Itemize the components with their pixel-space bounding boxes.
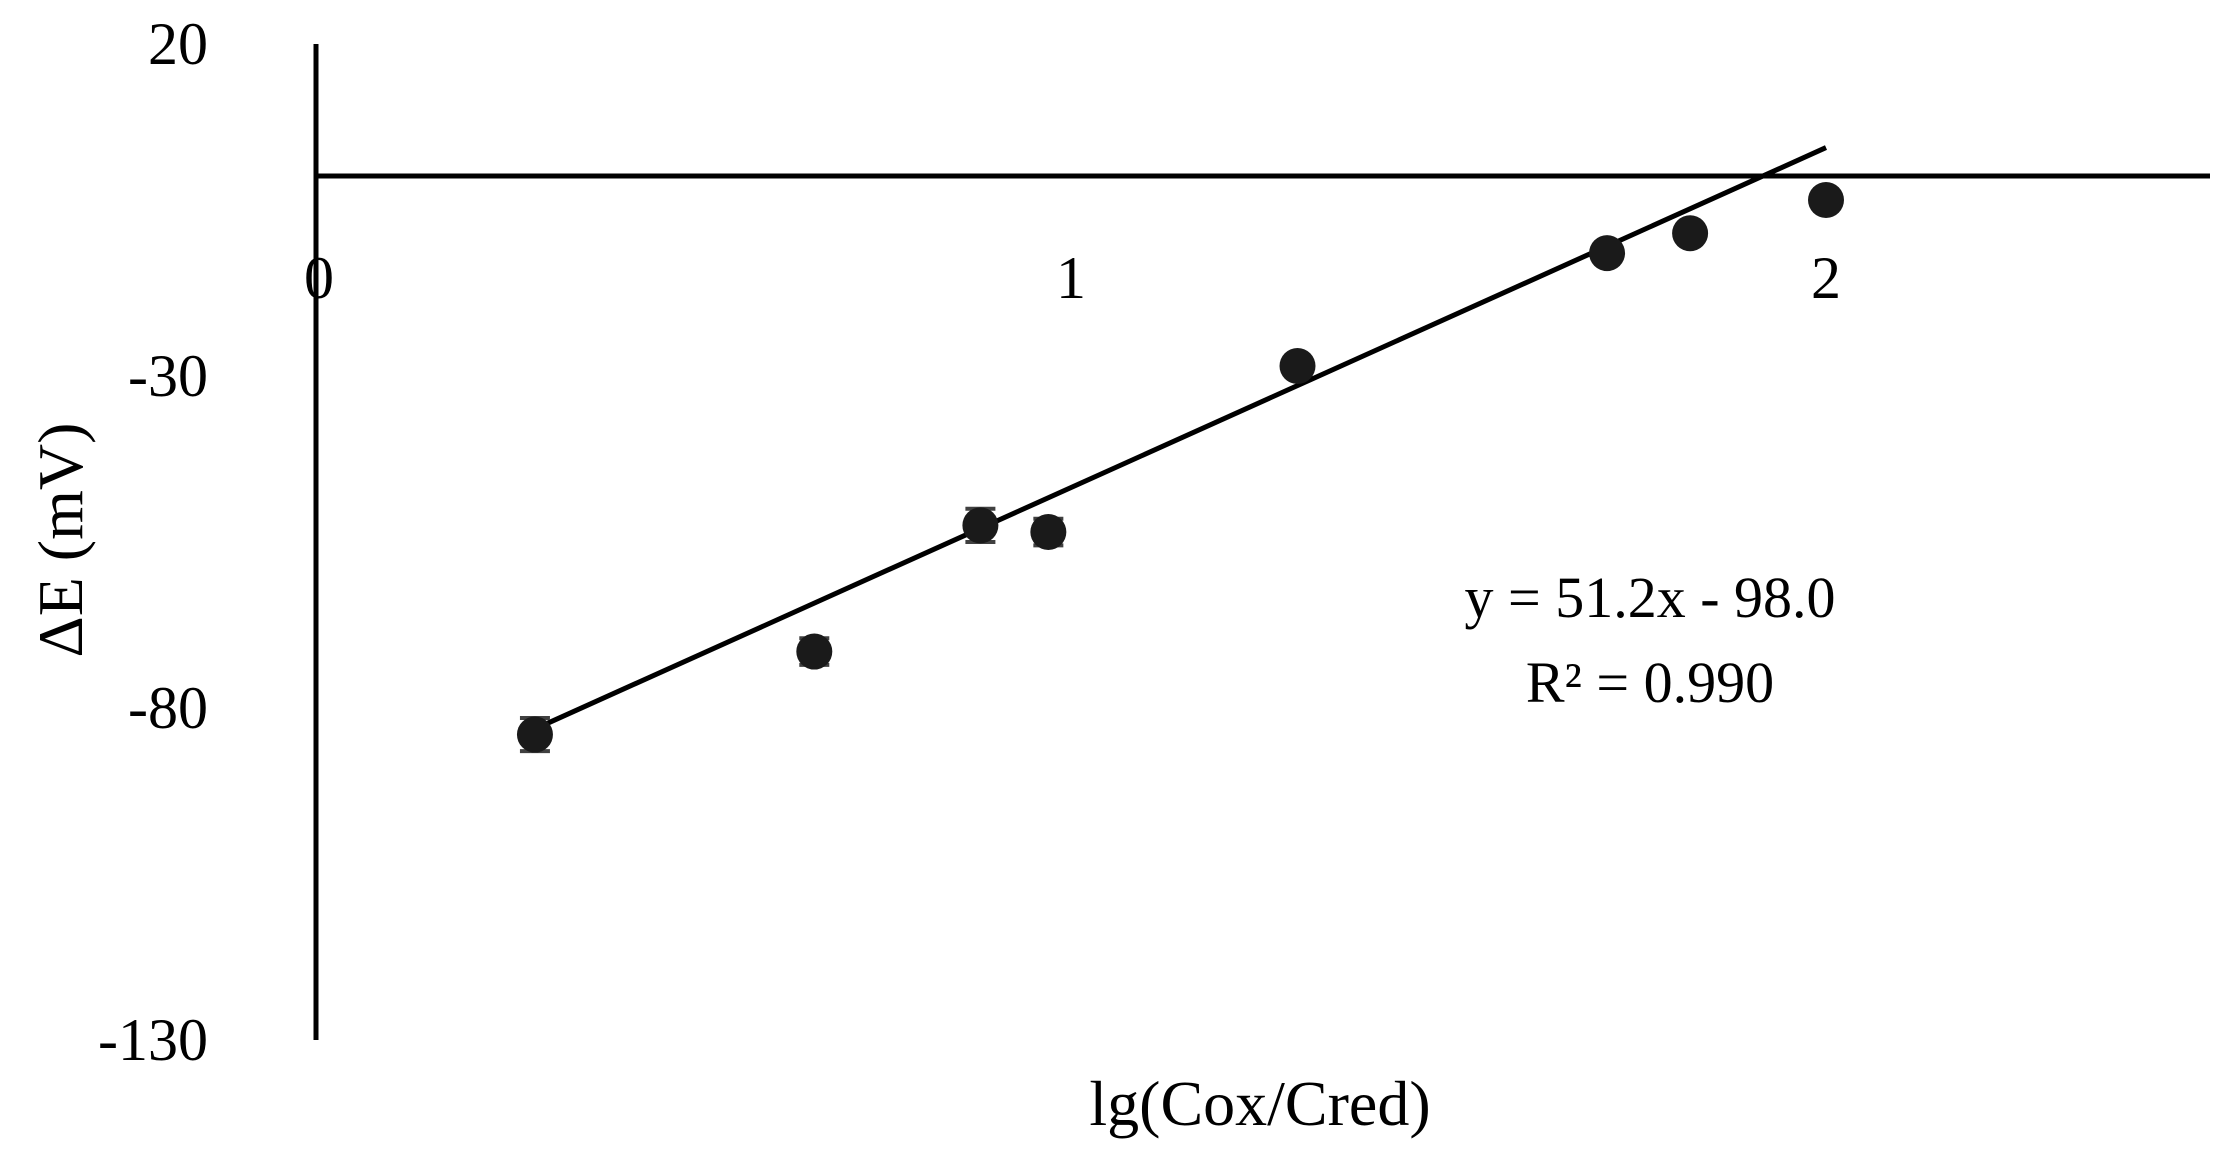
trendline <box>533 145 1828 732</box>
y-axis-title: ΔE (mV) <box>25 423 96 658</box>
data-point <box>1672 215 1709 252</box>
r-squared-label: R² = 0.990 <box>1526 650 1774 715</box>
data-point <box>516 716 553 753</box>
x-tick-label: 2 <box>1811 245 1841 311</box>
y-tick-label: -30 <box>128 343 208 409</box>
x-tick-labels: 0 1 2 <box>304 245 1841 311</box>
y-tick-labels: 20 -30 -80 -130 <box>98 11 208 1073</box>
data-point <box>962 507 999 544</box>
trendline-equation: y = 51.2x - 98.0 <box>1464 565 1835 630</box>
data-point <box>1589 235 1626 272</box>
data-point <box>796 633 833 670</box>
data-points <box>516 182 1844 754</box>
x-tick-label: 0 <box>304 245 334 311</box>
x-axis-title: lg(Cox/Cred) <box>1089 1068 1430 1139</box>
data-point <box>1279 348 1316 385</box>
y-tick-label: -80 <box>128 675 208 741</box>
y-tick-label: -130 <box>98 1007 208 1073</box>
y-tick-label: 20 <box>148 11 208 77</box>
data-point <box>1808 182 1844 219</box>
x-tick-label: 1 <box>1056 245 1086 311</box>
data-point <box>1030 514 1067 551</box>
